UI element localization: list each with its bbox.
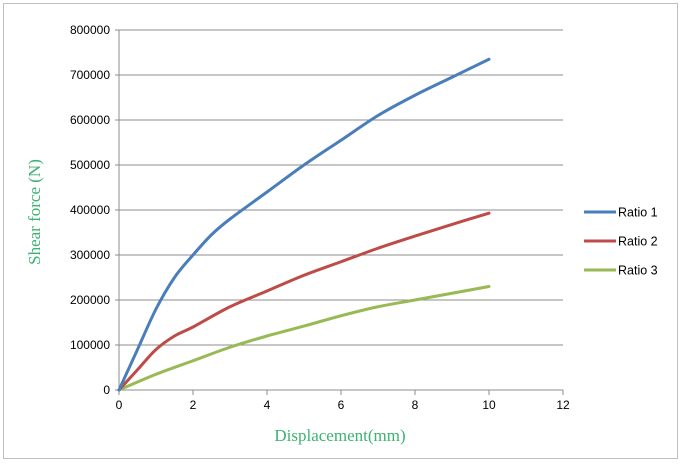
y-axis-title: Shear force (N) — [25, 159, 44, 265]
x-tick-label: 0 — [116, 398, 123, 412]
x-tick-label: 8 — [412, 398, 419, 412]
legend-label-ratio-2: Ratio 2 — [618, 235, 658, 249]
y-tick-label: 100000 — [70, 338, 110, 352]
axes — [115, 29, 564, 395]
series-line-ratio-3 — [117, 285, 491, 392]
legend: Ratio 1 Ratio 2 Ratio 3 — [584, 206, 658, 278]
x-tick-label: 12 — [556, 398, 570, 412]
x-tick-label: 10 — [482, 398, 496, 412]
chart-frame — [3, 3, 678, 459]
legend-label-ratio-1: Ratio 1 — [618, 206, 658, 220]
y-tick-label: 0 — [103, 383, 110, 397]
x-tick-label: 4 — [264, 398, 271, 412]
x-axis-title: Displacement(mm) — [274, 426, 405, 445]
series-line-ratio-1 — [117, 57, 491, 392]
gridlines — [119, 29, 563, 346]
y-tick-label: 600000 — [70, 113, 110, 127]
legend-label-ratio-3: Ratio 3 — [618, 264, 658, 278]
series-lines — [117, 57, 491, 392]
series-line-ratio-2 — [117, 211, 491, 392]
y-tick-label: 200000 — [70, 293, 110, 307]
y-tick-label: 500000 — [70, 158, 110, 172]
x-tick-label: 2 — [190, 398, 197, 412]
y-tick-label: 700000 — [70, 68, 110, 82]
x-tick-labels: 0 2 4 6 8 10 12 — [116, 398, 570, 412]
y-tick-label: 300000 — [70, 248, 110, 262]
x-tick-label: 6 — [338, 398, 345, 412]
y-tick-label: 400000 — [70, 203, 110, 217]
y-tick-label: 800000 — [70, 23, 110, 37]
y-tick-labels: 0 100000 200000 300000 400000 500000 600000 700… — [70, 23, 110, 397]
